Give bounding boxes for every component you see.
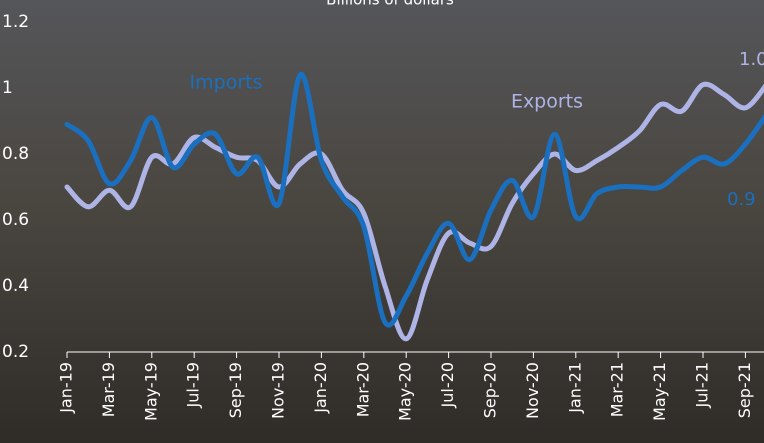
x-tick-label: Sep-21 (735, 362, 754, 418)
y-tick-label: 0.2 (2, 342, 29, 362)
series-line (64, 72, 764, 328)
annotation: 1.0 (739, 49, 764, 70)
x-tick-label: Jan-19 (57, 362, 76, 414)
series-line (64, 81, 764, 342)
x-tick-label: Sep-20 (481, 362, 500, 418)
y-tick-label: 0.8 (2, 144, 29, 164)
x-tick-label: Jan-21 (565, 362, 584, 414)
x-tick-label: Jul-20 (438, 362, 457, 408)
x-tick-label: Nov-20 (523, 362, 542, 419)
x-tick-label: Jul-19 (184, 362, 203, 408)
chart-title: Billions of dollars (326, 0, 454, 9)
series-label: Exports (511, 91, 583, 113)
x-tick-label: Mar-20 (353, 362, 372, 417)
x-tick-label: Sep-19 (226, 362, 245, 418)
y-tick-label: 0.6 (2, 210, 29, 230)
x-tick-label: Mar-21 (608, 362, 627, 417)
x-tick-label: May-20 (396, 362, 415, 421)
x-tick-label: Jul-21 (693, 362, 712, 408)
x-tick-label: May-19 (141, 362, 160, 421)
series-label: Imports (190, 72, 263, 94)
annotation: 0.9 (727, 189, 756, 210)
x-tick-label: May-21 (650, 362, 669, 421)
x-tick-label: Nov-19 (269, 362, 288, 419)
y-tick-label: 1 (2, 78, 13, 98)
x-tick-label: Jan-20 (311, 362, 330, 414)
x-tick-label: Mar-19 (99, 362, 118, 417)
y-tick-label: 0.4 (2, 276, 29, 296)
y-tick-label: 1.2 (2, 12, 29, 32)
